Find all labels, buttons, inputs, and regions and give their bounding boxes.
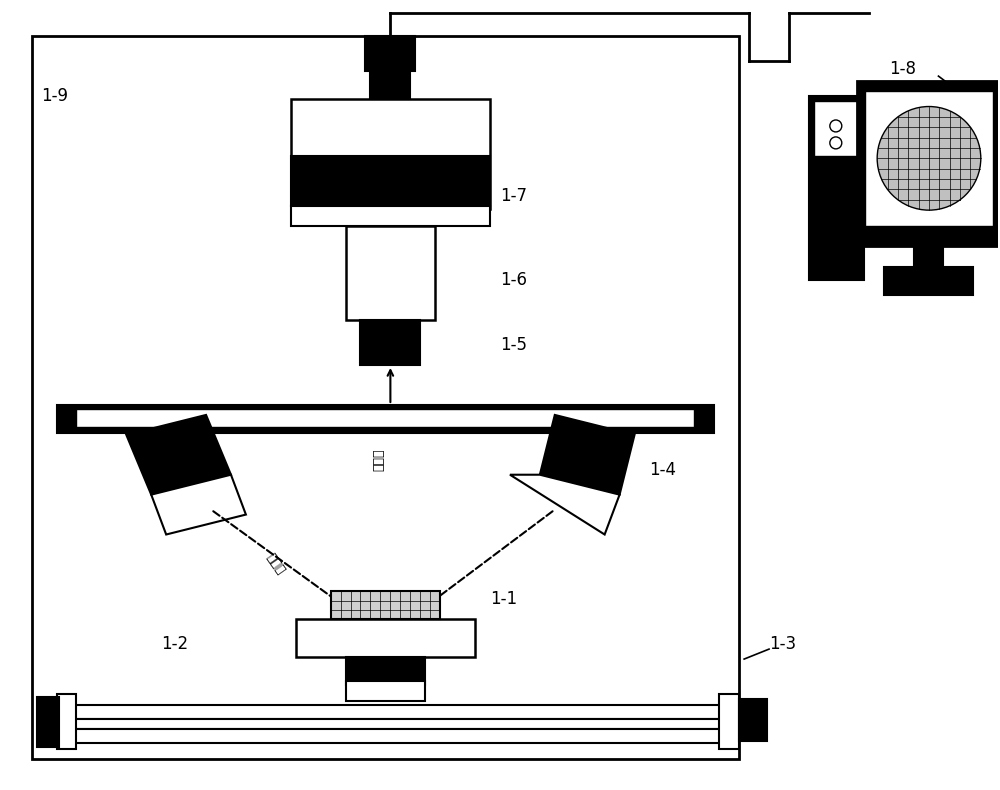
Bar bbox=[739, 699, 767, 741]
Circle shape bbox=[830, 120, 842, 132]
Bar bbox=[884, 268, 973, 295]
Text: 1-5: 1-5 bbox=[500, 337, 527, 354]
Bar bbox=[865, 91, 993, 226]
Text: 1-1: 1-1 bbox=[490, 590, 517, 608]
Bar bbox=[814, 101, 859, 156]
Bar bbox=[346, 681, 425, 701]
Bar bbox=[57, 719, 734, 729]
Bar bbox=[331, 591, 440, 619]
Polygon shape bbox=[151, 475, 246, 535]
Polygon shape bbox=[126, 415, 231, 495]
Bar bbox=[370, 70, 410, 99]
Bar bbox=[360, 320, 420, 365]
Polygon shape bbox=[510, 475, 620, 535]
Text: 1-2: 1-2 bbox=[161, 635, 188, 653]
Circle shape bbox=[877, 107, 981, 210]
Bar bbox=[57, 729, 734, 743]
Bar bbox=[37, 697, 59, 747]
Text: 1-3: 1-3 bbox=[769, 635, 796, 653]
Bar bbox=[57, 705, 734, 719]
Bar bbox=[57, 405, 714, 433]
Bar bbox=[296, 619, 475, 657]
Text: 1-8: 1-8 bbox=[889, 60, 916, 78]
Bar bbox=[914, 246, 943, 268]
Circle shape bbox=[830, 137, 842, 149]
Bar bbox=[76, 409, 694, 427]
Bar bbox=[57, 694, 76, 749]
Bar bbox=[346, 226, 435, 320]
Polygon shape bbox=[540, 415, 635, 495]
Text: 1-4: 1-4 bbox=[649, 461, 676, 479]
Text: 入射光: 入射光 bbox=[264, 551, 288, 577]
Text: 反射光: 反射光 bbox=[372, 449, 385, 471]
Bar bbox=[346, 657, 425, 685]
Bar bbox=[365, 36, 415, 71]
Bar bbox=[32, 36, 739, 758]
Text: 1-7: 1-7 bbox=[500, 186, 527, 205]
Bar bbox=[857, 81, 1000, 246]
Bar bbox=[291, 99, 490, 209]
Bar bbox=[291, 156, 490, 205]
Bar bbox=[291, 205, 490, 226]
Bar bbox=[719, 694, 739, 749]
Text: 1-9: 1-9 bbox=[42, 87, 69, 105]
Bar bbox=[809, 96, 864, 280]
Text: 1-6: 1-6 bbox=[500, 272, 527, 289]
